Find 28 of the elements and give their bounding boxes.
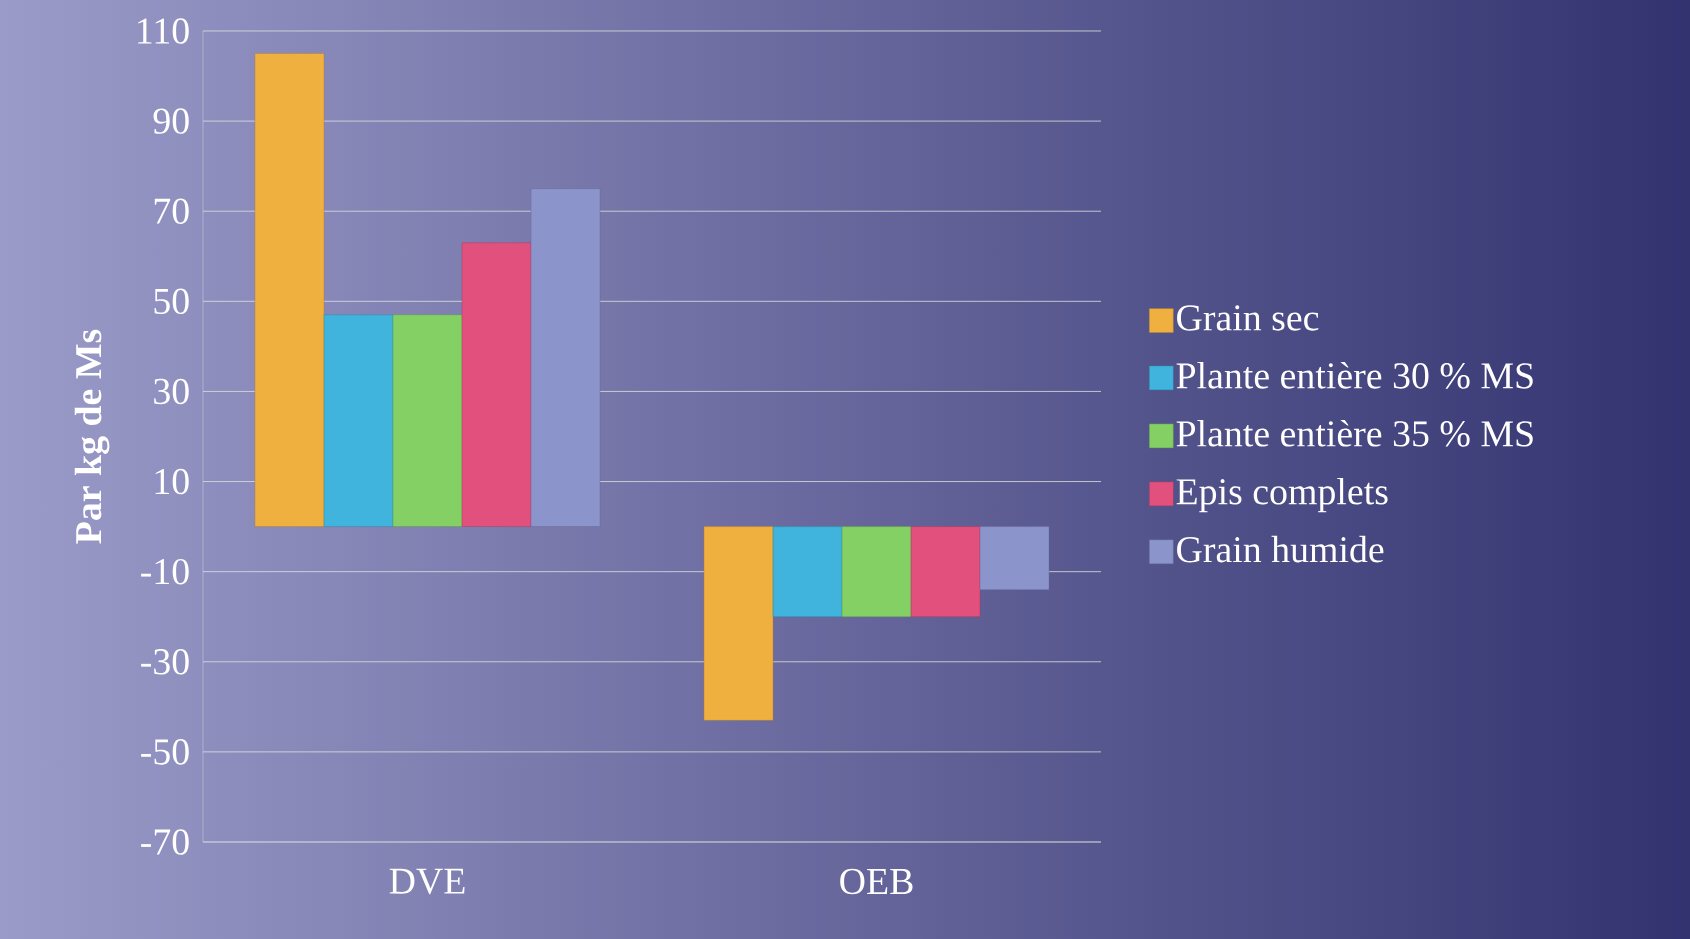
y-tick-label: -70 [141,829,189,855]
y-tick-label: -10 [141,558,189,585]
y-tick-label: -30 [141,649,189,675]
legend-label: Grain sec [1177,305,1319,331]
bar [530,188,601,527]
legend-label: Plante entière 35 % MS [1176,419,1533,447]
bar [910,526,981,617]
legend-label: Epis complets [1176,477,1388,513]
legend-label: Grain humide [1177,535,1384,563]
y-tick-label: 30 [154,378,189,405]
bar [392,314,463,527]
y-tick-label: 70 [154,198,189,224]
legend-label: Plante entière 30 % MS [1176,361,1533,389]
y-tick-label: -50 [141,739,189,765]
bar [461,242,532,527]
x-tick-label: DVE [389,868,465,895]
bar [254,53,325,527]
bar [841,526,912,617]
y-axis-title: Par kg de Ms [74,329,110,544]
y-tick-label: 50 [154,288,189,315]
y-tick-label: 90 [153,108,189,134]
y-tick-label: 110 [138,18,189,44]
y-tick-label: 10 [155,468,189,495]
bar [703,526,774,721]
x-tick-label: OEB [840,868,913,895]
bar [772,526,843,617]
bar [979,526,1050,590]
bar [323,314,394,527]
